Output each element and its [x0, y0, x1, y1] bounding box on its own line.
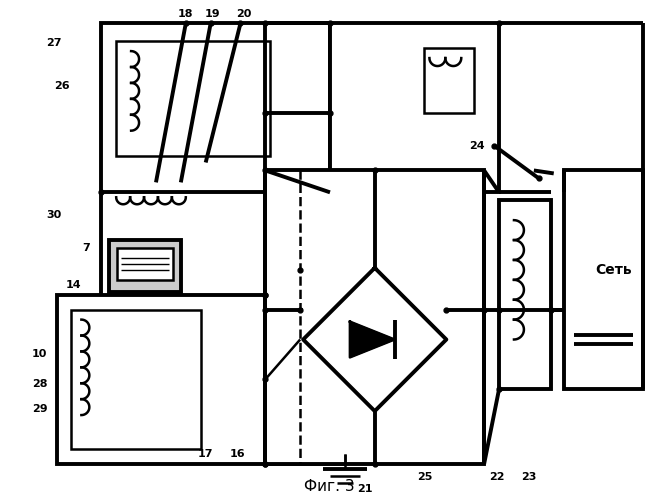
Bar [117, 248, 173, 280]
Text: 27: 27 [45, 38, 61, 48]
Polygon shape [350, 322, 395, 358]
Text: 24: 24 [469, 140, 485, 150]
Bar [57, 294, 266, 464]
Text: 21: 21 [357, 484, 372, 494]
Text: 14: 14 [66, 280, 81, 290]
Bar [330, 24, 499, 192]
Text: Сеть: Сеть [595, 263, 632, 277]
Text: 10: 10 [32, 350, 47, 360]
Bar [71, 310, 201, 449]
Text: 19: 19 [205, 10, 221, 20]
Text: 7: 7 [82, 243, 90, 253]
Text: 26: 26 [53, 81, 69, 91]
Text: Фиг. 3: Фиг. 3 [304, 479, 355, 494]
Text: 18: 18 [178, 10, 194, 20]
Bar [424, 48, 474, 113]
Bar [266, 170, 484, 464]
Bar [116, 41, 270, 156]
Bar [499, 200, 551, 389]
Text: 23: 23 [521, 472, 536, 482]
Text: 28: 28 [32, 379, 47, 389]
Text: 30: 30 [46, 210, 61, 220]
Text: 17: 17 [198, 449, 214, 459]
Bar [109, 240, 181, 292]
Text: 16: 16 [230, 449, 245, 459]
Bar [101, 24, 330, 192]
Bar [563, 170, 643, 389]
Text: 22: 22 [490, 472, 505, 482]
Text: 29: 29 [32, 404, 47, 414]
Text: 20: 20 [236, 10, 251, 20]
Text: 25: 25 [416, 472, 432, 482]
